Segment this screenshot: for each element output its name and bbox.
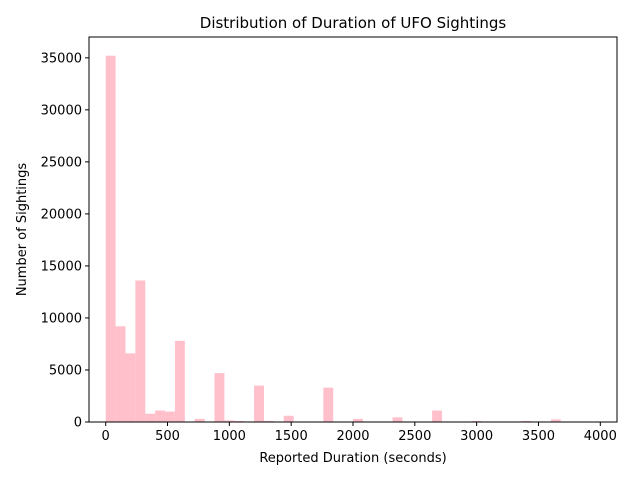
x-tick-label: 500 (155, 429, 180, 444)
y-tick-label: 20000 (41, 207, 82, 222)
y-tick-label: 10000 (41, 311, 82, 326)
x-tick-label: 1000 (213, 429, 246, 444)
x-tick-label: 2000 (336, 429, 369, 444)
histogram-bar (392, 417, 403, 422)
histogram-bar (353, 418, 363, 422)
histogram-bar (105, 55, 116, 422)
histogram-bar (155, 410, 166, 422)
histogram-bar (214, 373, 225, 422)
histogram-bar (550, 419, 561, 422)
chart-title: Distribution of Duration of UFO Sighting… (200, 14, 507, 32)
x-tick-label: 2500 (398, 429, 431, 444)
y-axis-ticks: 0 5000 10000 15000 20000 25000 30000 35000 (41, 51, 89, 431)
x-tick-label: 3500 (522, 429, 555, 444)
histogram-bar (234, 420, 245, 422)
histogram-bar (135, 280, 146, 422)
histogram-bar (323, 387, 334, 422)
bars-group (105, 55, 601, 422)
y-tick-label: 30000 (41, 103, 82, 118)
y-tick-label: 35000 (41, 51, 82, 66)
x-tick-label: 4000 (584, 429, 617, 444)
histogram-bar (521, 420, 532, 422)
histogram-bar (263, 420, 274, 422)
histogram-bar (165, 411, 175, 422)
histogram-bar (125, 353, 136, 422)
histogram-bar (174, 340, 185, 422)
y-tick-label: 0 (74, 416, 82, 431)
x-tick-label: 0 (102, 429, 110, 444)
histogram-bar (283, 415, 294, 422)
plot-frame (88, 36, 618, 423)
y-tick-label: 5000 (49, 363, 82, 378)
histogram-bar (432, 410, 443, 422)
histogram-bar (115, 326, 126, 422)
y-tick-label: 15000 (41, 259, 82, 274)
histogram-bar (145, 413, 156, 422)
histogram-bar (224, 420, 235, 422)
x-tick-label: 3000 (460, 429, 493, 444)
y-axis-label: Number of Sightings (15, 163, 30, 297)
histogram-bar (471, 420, 482, 422)
y-tick-label: 25000 (41, 155, 82, 170)
x-axis-label: Reported Duration (seconds) (259, 451, 446, 466)
histogram-bar (194, 418, 205, 422)
x-axis-ticks: 0 500 1000 1500 2000 2500 3000 3500 4000 (102, 422, 617, 444)
histogram-bar (254, 385, 264, 422)
x-tick-label: 1500 (275, 429, 308, 444)
